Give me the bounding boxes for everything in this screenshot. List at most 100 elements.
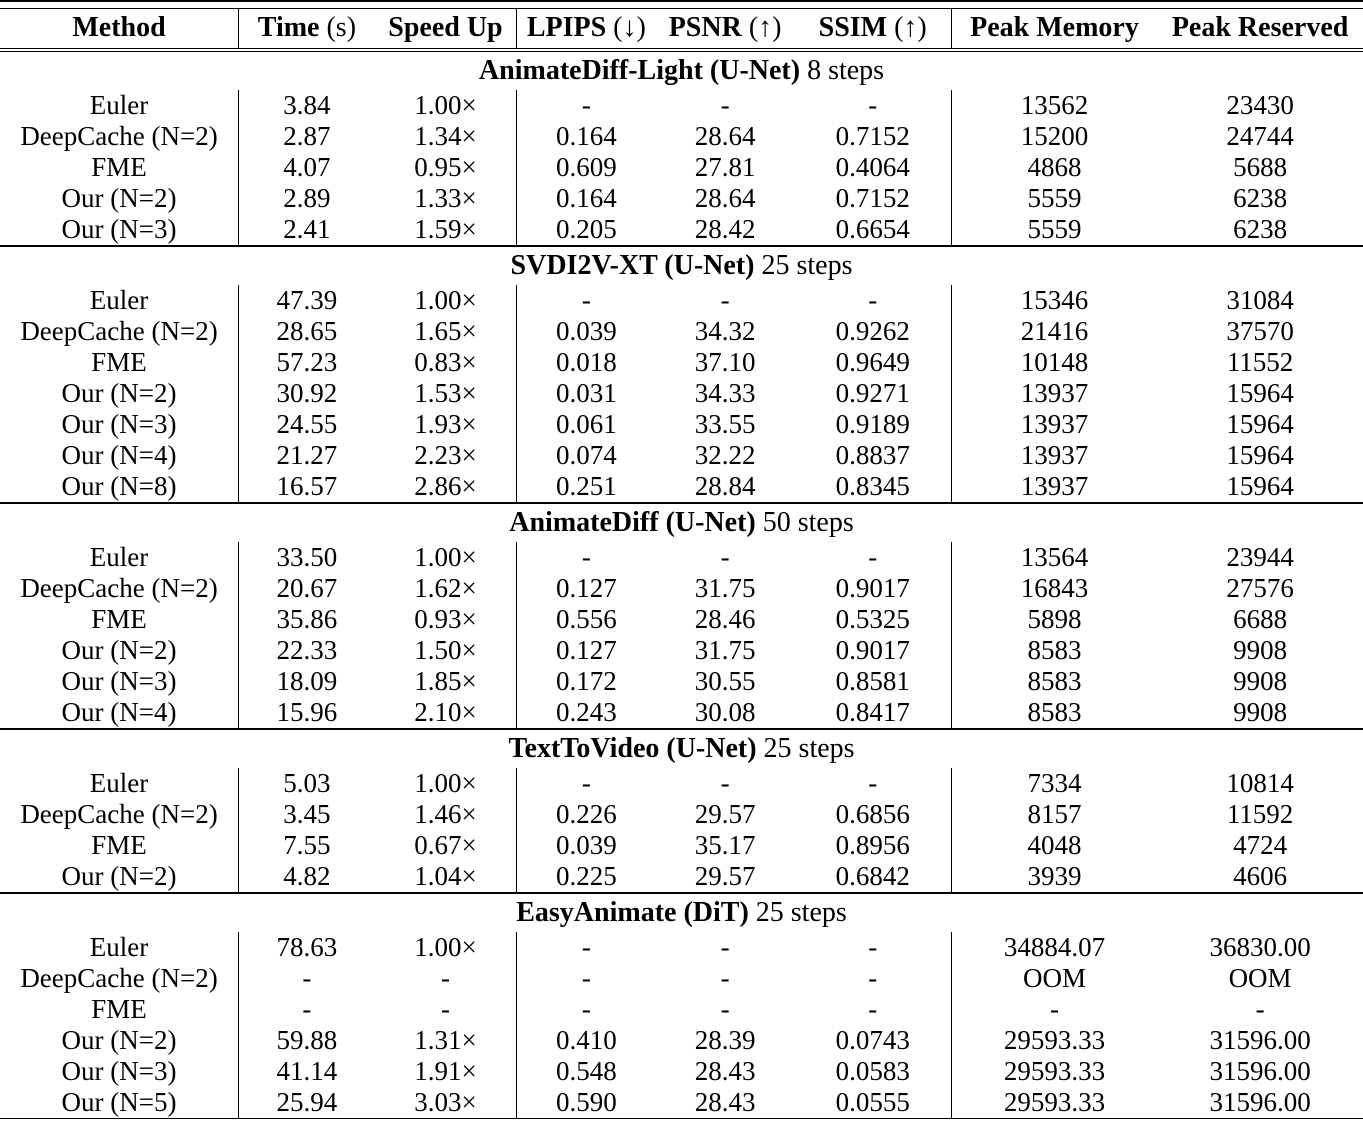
method-cell: Our (N=4) (0, 697, 240, 729)
table-row: Our (N=2) 30.92 1.53× 0.031 34.33 0.9271 13937… (0, 378, 1363, 409)
method-cell: Our (N=3) (0, 214, 240, 246)
value-cell-lpips: 0.039 (555, 830, 617, 860)
value-cell-lpips: 0.548 (555, 1056, 617, 1086)
value-cell-lpips: 0.039 (555, 316, 617, 346)
header-row: Method Time (s) Speed Up LPIPS (↓) PSNR (↑) S… (0, 9, 1363, 52)
value-cell-psnr: 28.43 (694, 1056, 756, 1086)
value-cell-peak-memory: 4048 (1027, 830, 1082, 860)
spacer (757, 733, 764, 764)
method-cell: Euler (0, 542, 240, 573)
value-cell-peak-memory: 13562 (1020, 90, 1089, 120)
column-header-label: PSNR (668, 12, 742, 43)
value-cell-speed-up: 1.93× (374, 409, 518, 440)
value-cell-peak-reserved: 23430 (1226, 90, 1294, 120)
method-cell: DeepCache (N=2) (0, 799, 240, 830)
value-cell-lpips: 0.205 (555, 214, 617, 244)
table-row: Our (N=3) 24.55 1.93× 0.061 33.55 0.9189 13937… (0, 409, 1363, 440)
value-cell-speed-up: 0.83× (374, 347, 518, 378)
value-cell-ssim: 0.9262 (794, 316, 952, 347)
value-cell-ssim: 0.6842 (794, 861, 952, 893)
value-cell-peak-memory: 16843 (1020, 573, 1089, 603)
value-cell-psnr: 28.84 (694, 471, 756, 501)
value-cell-lpips: 0.172 (555, 666, 617, 696)
value-cell-peak-memory: 29593.33 (1003, 1087, 1106, 1117)
method-cell: FME (0, 347, 240, 378)
section-title-steps: 8 steps (807, 55, 885, 86)
value-cell-ssim: 0.8837 (794, 440, 952, 471)
value-cell-peak-memory: 8583 (1027, 697, 1082, 727)
value-cell-peak-memory: 13937 (1020, 409, 1089, 439)
value-cell-ssim: - (794, 285, 952, 316)
value-cell-psnr: 28.64 (694, 183, 756, 213)
value-cell-lpips: 0.251 (555, 471, 617, 501)
table-row: Our (N=4) 15.96 2.10× 0.243 30.08 0.8417 8583 9… (0, 697, 1363, 729)
method-cell: FME (0, 152, 240, 183)
value-cell-speed-up: 1.46× (374, 799, 518, 830)
value-cell-ssim: - (794, 90, 952, 121)
column-header-label: Peak Reserved (1171, 12, 1349, 43)
value-cell-peak-memory: 13564 (1020, 542, 1089, 572)
table-row: Euler 5.03 1.00× - - - 7334 10814 (0, 768, 1363, 799)
method-cell: DeepCache (N=2) (0, 121, 240, 152)
value-cell-ssim: 0.9017 (794, 635, 952, 666)
value-cell-peak-memory: 5898 (1027, 604, 1082, 634)
value-cell-psnr: - (720, 542, 730, 572)
value-cell-peak-memory: 13937 (1020, 471, 1089, 501)
section-title-model: AnimateDiff-Light (U-Net) (478, 55, 801, 86)
value-cell-psnr: - (720, 285, 730, 315)
value-cell-lpips: 0.556 (555, 604, 617, 634)
value-cell-psnr: 28.43 (694, 1087, 756, 1117)
value-cell-peak-memory: 34884.07 (1003, 932, 1106, 962)
value-cell-peak-reserved: 31084 (1226, 285, 1294, 315)
column-header-suffix: (↓) (613, 12, 646, 43)
value-cell-ssim: 0.0583 (794, 1056, 952, 1087)
table-row: Our (N=4) 21.27 2.23× 0.074 32.22 0.8837 13937… (0, 440, 1363, 471)
value-cell-speed-up: 1.31× (374, 1025, 518, 1056)
value-cell-speed-up: 2.10× (374, 697, 518, 729)
method-cell: Our (N=3) (0, 1056, 240, 1087)
value-cell-peak-memory: 10148 (1020, 347, 1089, 377)
value-cell-ssim: 0.5325 (794, 604, 952, 635)
value-cell-peak-reserved: 15964 (1226, 409, 1294, 439)
value-cell-speed-up: 1.04× (374, 861, 518, 893)
method-cell: Our (N=2) (0, 635, 240, 666)
value-cell-peak-reserved: 9908 (1233, 666, 1288, 696)
value-cell-peak-reserved: 6238 (1233, 183, 1288, 213)
value-cell-psnr: 28.39 (694, 1025, 756, 1055)
value-cell-time: 25.94 (276, 1087, 338, 1117)
value-cell-psnr: 32.22 (694, 440, 756, 470)
value-cell-lpips: 0.164 (555, 121, 617, 151)
section-title-model: EasyAnimate (DiT) (516, 897, 749, 928)
value-cell-lpips: - (581, 542, 591, 572)
section-title-row-animatediff-light-u-net: AnimateDiff-Light (U-Net) 8 steps (0, 50, 1363, 90)
value-cell-ssim: 0.8417 (794, 697, 952, 729)
section-title: AnimateDiff (U-Net) 50 steps (0, 502, 1363, 542)
value-cell-time: 3.45 (283, 799, 331, 829)
table-row: Euler 78.63 1.00× - - - 34884.07 36830.00 (0, 932, 1363, 963)
section-title: SVDI2V-XT (U-Net) 25 steps (0, 245, 1363, 285)
table-header: Method Time (s) Speed Up LPIPS (↓) PSNR (↑) S… (0, 9, 1363, 52)
table-row: Our (N=8) 16.57 2.86× 0.251 28.84 0.8345 13937… (0, 471, 1363, 503)
table-row: FME - - - - - - - (0, 994, 1363, 1025)
method-cell: FME (0, 604, 240, 635)
value-cell-speed-up: 0.93× (374, 604, 518, 635)
value-cell-time: - (302, 963, 312, 993)
column-header-speed-up: Speed Up (374, 9, 518, 52)
spacer (800, 55, 807, 86)
table-row: Our (N=5) 25.94 3.03× 0.590 28.43 0.0555 29593… (0, 1087, 1363, 1118)
value-cell-ssim: 0.6654 (794, 214, 952, 246)
value-cell-psnr: - (720, 963, 730, 993)
value-cell-time: 20.67 (276, 573, 338, 603)
value-cell-lpips: 0.164 (555, 183, 617, 213)
section-title-steps: 50 steps (762, 507, 854, 538)
value-cell-peak-memory: 8583 (1027, 666, 1082, 696)
column-header-suffix: (s) (326, 12, 357, 43)
value-cell-ssim: 0.7152 (794, 183, 952, 214)
column-header-label: Peak Memory (970, 12, 1139, 43)
value-cell-ssim: 0.9017 (794, 573, 952, 604)
value-cell-peak-reserved: 5688 (1233, 152, 1288, 182)
value-cell-speed-up: 1.85× (374, 666, 518, 697)
value-cell-speed-up: 1.00× (374, 768, 518, 799)
value-cell-peak-reserved: 37570 (1226, 316, 1294, 346)
value-cell-speed-up: 1.33× (374, 183, 518, 214)
